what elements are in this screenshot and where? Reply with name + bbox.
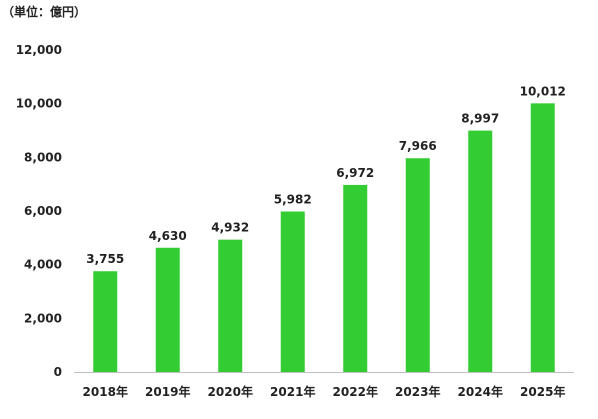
- data-label: 8,997: [461, 112, 499, 126]
- bar: [343, 184, 368, 372]
- x-tick-label: 2018年: [83, 384, 128, 399]
- x-tick-label: 2025年: [520, 384, 565, 399]
- bar: [93, 271, 118, 372]
- y-tick-label: 2,000: [24, 311, 62, 325]
- y-tick-label: 6,000: [24, 204, 62, 218]
- data-labels: 3,755 4,630 4,932 5,982 6,972 7,966 8,997 10,01…: [86, 84, 566, 266]
- data-label: 6,972: [336, 166, 374, 180]
- x-tick-label: 2021年: [270, 384, 315, 399]
- y-tick-label: 12,000: [16, 43, 62, 57]
- x-tick-label: 2022年: [333, 384, 378, 399]
- x-tick-label: 2019年: [145, 384, 190, 399]
- bar: [468, 130, 493, 372]
- bar: [405, 158, 430, 372]
- data-label: 7,966: [399, 139, 437, 153]
- data-label: 5,982: [274, 192, 312, 206]
- bar: [155, 247, 180, 372]
- y-tick-label: 10,000: [16, 97, 62, 111]
- x-tick-label: 2023年: [395, 384, 440, 399]
- data-label: 4,630: [149, 229, 187, 243]
- data-label: 4,932: [211, 221, 249, 235]
- y-tick-label: 4,000: [24, 258, 62, 272]
- bar: [218, 239, 243, 372]
- bar: [280, 211, 305, 372]
- unit-label: （単位：億円）: [2, 5, 87, 19]
- x-tick-label: 2024年: [458, 384, 503, 399]
- bars: [93, 103, 555, 372]
- y-axis-ticks: 0 2,000 4,000 6,000 8,000 10,000 12,000: [16, 43, 62, 379]
- y-tick-label: 8,000: [24, 150, 62, 164]
- x-tick-label: 2020年: [208, 384, 253, 399]
- bar: [530, 103, 555, 372]
- x-axis-labels: 2018年 2019年 2020年 2021年 2022年 2023年 2024年 2025年: [83, 384, 566, 399]
- y-tick-label: 0: [54, 365, 62, 379]
- data-label: 10,012: [520, 84, 566, 98]
- data-label: 3,755: [86, 252, 124, 266]
